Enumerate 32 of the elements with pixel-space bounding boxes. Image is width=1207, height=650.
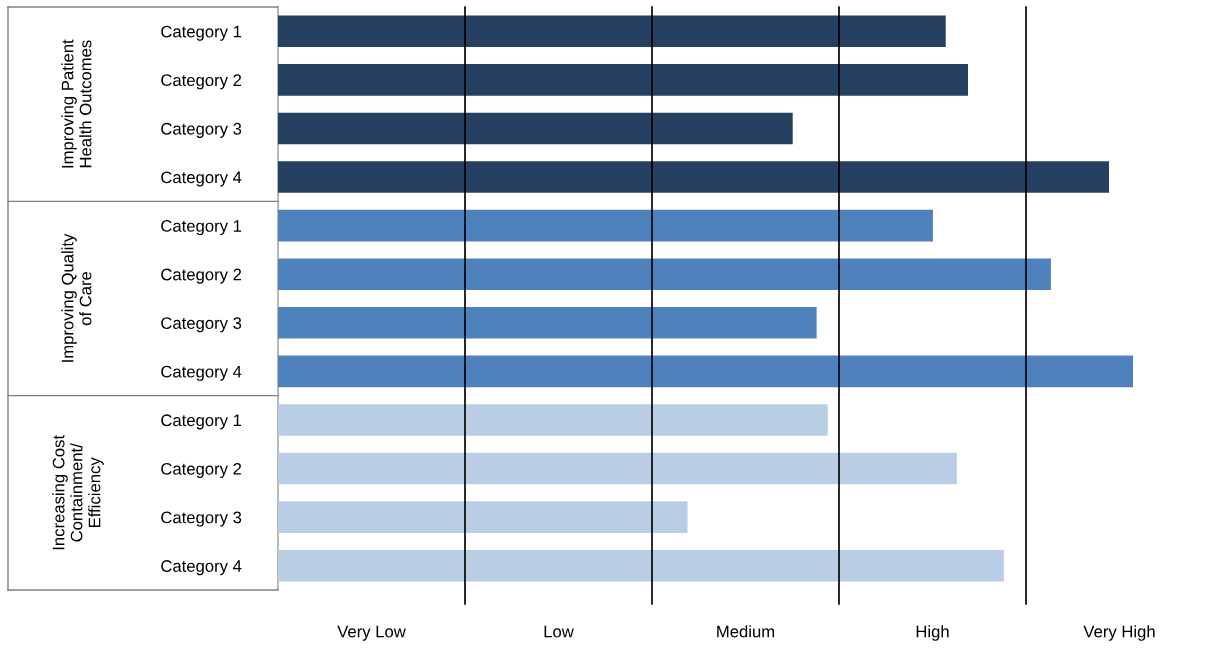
y-tick-label: Category 4 [161, 365, 242, 381]
bar [278, 452, 957, 485]
text: Increasing Cost Containment/ Efficiency [52, 435, 104, 550]
bar [278, 549, 1004, 582]
y-tick-label: Category 2 [161, 74, 242, 90]
y-tick-label: Category 4 [161, 560, 242, 576]
y-tick-label: Category 4 [161, 171, 242, 187]
bar [278, 258, 1051, 290]
bar [278, 64, 968, 96]
bar [278, 112, 793, 145]
y-tick-label: Category 1 [161, 25, 242, 41]
text: Medium [717, 625, 775, 638]
bar [278, 307, 817, 339]
bar [278, 404, 828, 436]
bar [278, 355, 1133, 388]
y-tick-label: Category 2 [161, 462, 242, 479]
y-tick-label: Category 1 [161, 414, 242, 430]
y-tick-label: Category 1 [161, 220, 242, 236]
y-tick-label: Category 3 [161, 511, 242, 527]
text: Low [544, 625, 574, 638]
bar [278, 161, 1110, 193]
y-tick-label: Category 3 [161, 317, 242, 333]
y-tick-label: Category 3 [161, 122, 242, 138]
text: Very Low [337, 625, 406, 641]
bar [278, 15, 946, 48]
text: Improving Patient Health Outcomes [61, 39, 92, 168]
bar [278, 501, 688, 533]
text: Improving Quality of Care [61, 233, 92, 362]
text: High [916, 625, 949, 641]
bar [278, 209, 933, 242]
y-tick-label: Category 2 [161, 268, 242, 284]
text: Very High [1083, 625, 1155, 641]
